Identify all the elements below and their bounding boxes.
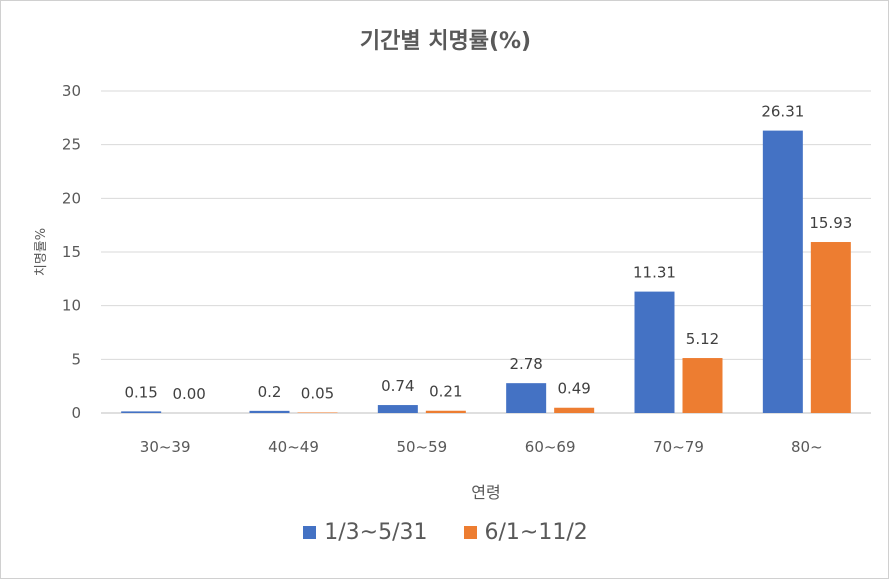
data-label: 0.05	[301, 384, 334, 402]
y-tick-label: 15	[62, 243, 81, 261]
chart-title: 기간별 치명률(%)	[359, 29, 532, 54]
legend: 1/3~5/31 6/1~11/2	[1, 520, 889, 545]
x-tick-label: 50~59	[396, 438, 447, 456]
data-label: 5.12	[686, 330, 719, 348]
data-label: 0.74	[381, 377, 414, 395]
legend-item-series-1: 1/3~5/31	[303, 520, 428, 545]
data-label: 0.21	[429, 383, 462, 401]
y-axis-title: 치명률%	[34, 228, 49, 276]
legend-item-series-2: 6/1~11/2	[463, 520, 588, 545]
legend-label-series-1: 1/3~5/31	[324, 520, 428, 545]
y-tick-label: 20	[62, 189, 81, 207]
y-tick-label: 5	[71, 350, 81, 368]
x-tick-label: 40~49	[268, 438, 319, 456]
bar-1	[249, 410, 290, 413]
y-tick-label: 0	[71, 404, 81, 422]
bar-1	[634, 291, 675, 413]
bar-1	[121, 411, 162, 413]
data-label: 0.00	[172, 385, 205, 403]
y-tick-label: 25	[62, 136, 81, 154]
legend-swatch-series-2	[463, 526, 477, 539]
data-label: 26.31	[761, 103, 804, 121]
y-tick-label: 10	[62, 297, 81, 315]
legend-label-series-2: 6/1~11/2	[484, 520, 588, 545]
x-tick-label: 70~79	[653, 438, 704, 456]
x-tick-label: 30~39	[140, 438, 191, 456]
bar-1	[377, 405, 418, 413]
bar-1	[762, 130, 803, 413]
bar-2	[554, 407, 595, 413]
bar-2	[682, 358, 723, 413]
data-label: 0.15	[124, 383, 157, 401]
data-label: 15.93	[809, 214, 852, 232]
x-tick-label: 60~69	[525, 438, 576, 456]
data-label: 0.49	[557, 380, 590, 398]
data-label: 2.78	[509, 355, 542, 373]
x-axis-title: 연령	[471, 483, 500, 502]
y-tick-label: 30	[62, 82, 81, 100]
bar-2	[425, 410, 466, 413]
x-tick-label: 80~	[791, 438, 823, 456]
data-label: 0.2	[258, 383, 282, 401]
bar-2	[810, 242, 851, 413]
legend-swatch-series-1	[303, 526, 317, 539]
bar-2	[297, 412, 338, 413]
bar-1	[506, 383, 547, 413]
data-label: 11.31	[633, 264, 676, 282]
